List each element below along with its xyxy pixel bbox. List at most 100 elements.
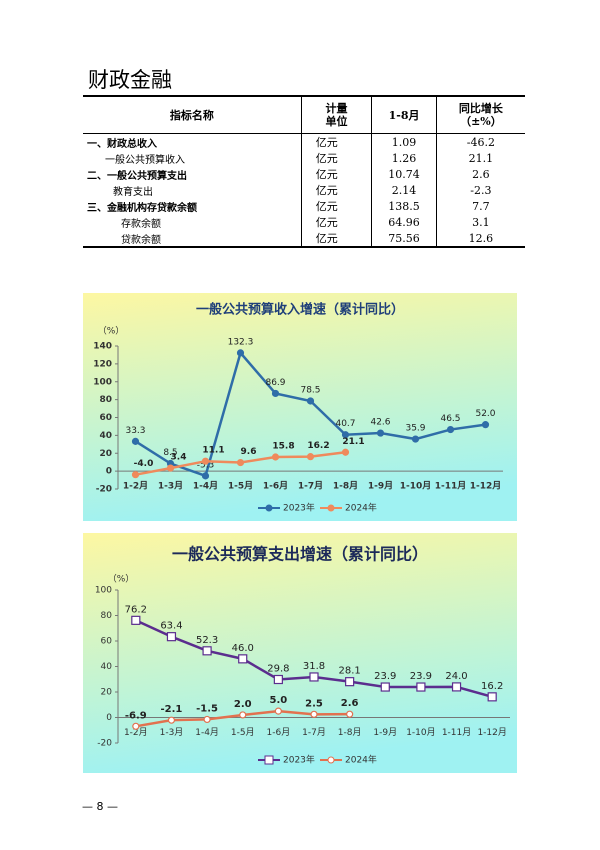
table-cell: 12.6 (435, 230, 525, 248)
x-tick-label: 1-7月 (302, 727, 326, 738)
data-label: 16.2 (481, 681, 503, 692)
data-point (481, 421, 490, 429)
legend-marker (265, 504, 273, 512)
data-point (271, 453, 280, 461)
y-tick-label: 60 (99, 413, 112, 423)
table-cell: 存款余额 (121, 218, 161, 230)
header-cell: 同比增长 （±%） (435, 95, 525, 134)
table-cell: 一般公共预算收入 (105, 154, 185, 166)
data-label: -5.3 (197, 460, 215, 470)
y-tick-label: 20 (99, 449, 112, 459)
table-row: 存款余额 亿元 64.96 3.1 (83, 214, 525, 230)
data-point (306, 397, 315, 405)
data-point (341, 431, 350, 439)
table-cell: 亿元 (300, 230, 372, 248)
data-label: 33.3 (125, 426, 145, 436)
y-tick-label: 60 (101, 637, 113, 647)
data-label: 8.5 (163, 448, 177, 458)
data-point (238, 654, 248, 664)
legend-marker (327, 504, 335, 512)
table-cell: 二、一般公共预算支出 (87, 170, 187, 182)
data-label: 31.8 (303, 661, 325, 672)
header-cell: 1-8月 (371, 95, 437, 134)
table-cell: 教育支出 (113, 186, 153, 198)
data-label: 132.3 (228, 337, 254, 347)
data-label: 2.0 (234, 699, 252, 710)
data-label: 15.8 (272, 442, 294, 452)
data-label: 86.9 (265, 378, 285, 388)
x-tick-label: 1-10月 (406, 727, 435, 738)
data-point (411, 435, 420, 443)
table-cell: 64.96 (371, 214, 437, 230)
table-cell: 1.26 (371, 150, 437, 166)
y-tick-label: 140 (93, 342, 112, 352)
x-tick-label: 1-2月 (124, 727, 148, 738)
y-tick-label: 120 (93, 359, 112, 369)
data-label: 52.0 (475, 409, 495, 419)
header-cell: 计量 单位 (300, 95, 372, 134)
data-label: 11.1 (202, 446, 224, 456)
x-tick-label: 1-12月 (477, 727, 506, 738)
data-point (236, 458, 245, 467)
x-tick-label: 1-2月 (123, 481, 148, 492)
legend-label: 2024年 (345, 754, 377, 766)
table-header: 指标名称 计量 单位 1-8月 同比增长 （±%） (83, 95, 525, 134)
x-tick-label: 1-4月 (193, 481, 218, 492)
data-label: 46.5 (440, 414, 460, 424)
data-label: 23.9 (410, 671, 432, 682)
data-point (132, 722, 140, 730)
data-label: 23.9 (374, 671, 396, 682)
y-tick-label: 80 (99, 395, 112, 405)
data-point (167, 716, 176, 724)
data-point (451, 682, 462, 692)
table-cell: 贷款余额 (83, 230, 302, 248)
table-cell: 亿元 (300, 214, 372, 230)
data-label: 24.0 (445, 671, 467, 682)
data-point (166, 464, 175, 472)
page-number: — 8 — (82, 800, 118, 813)
table-cell: 亿元 (300, 182, 372, 198)
section-title: 财政金融 (88, 68, 172, 92)
data-point (345, 677, 355, 687)
chart-title: 一般公共预算支出增速（累计同比） (172, 545, 428, 564)
y-tick-label: 100 (95, 586, 112, 596)
x-tick-label: 1-11月 (442, 727, 471, 738)
data-point (376, 429, 385, 437)
y-axis-unit: （%） (108, 574, 135, 585)
data-label: -4.0 (134, 459, 154, 469)
x-tick-label: 1-5月 (231, 727, 255, 738)
x-tick-label: 1-6月 (267, 727, 291, 738)
data-table: 指标名称 计量 单位 1-8月 同比增长 （±%） 一、财政总收入 亿元 1.09 -46.… (83, 95, 525, 248)
data-point (309, 672, 319, 682)
y-tick-label: 100 (93, 377, 112, 387)
legend-label: 2024年 (345, 502, 377, 514)
table-row: 贷款余额 亿元 75.56 12.6 (83, 230, 525, 248)
data-label: 40.7 (335, 419, 355, 429)
data-label: -6.9 (125, 710, 147, 721)
data-point (166, 632, 177, 642)
data-point (202, 646, 212, 656)
data-point (236, 349, 245, 357)
y-tick-label: 40 (99, 431, 112, 441)
y-axis-unit: （%） (98, 326, 125, 337)
data-label: 16.2 (307, 441, 329, 451)
x-tick-label: 1-6月 (263, 481, 288, 492)
table-row: 三、金融机构存贷款余额 亿元 138.5 7.7 (83, 198, 525, 214)
table-cell: 138.5 (371, 198, 437, 214)
data-label: 42.6 (370, 418, 390, 428)
chart-background (83, 533, 517, 773)
table-cell: 75.56 (371, 230, 437, 248)
table-cell: 亿元 (300, 166, 372, 182)
y-tick-label: 0 (106, 467, 112, 477)
data-point (131, 615, 141, 625)
data-point (416, 682, 426, 692)
table-row: 教育支出 亿元 2.14 -2.3 (83, 182, 525, 198)
x-tick-label: 1-4月 (195, 727, 219, 738)
chart: 一般公共预算收入增速（累计同比） （%） -20 0 20 40 60 80 100 120 140… (83, 293, 517, 521)
data-label: 78.5 (300, 385, 320, 395)
data-point (131, 471, 140, 479)
x-tick-label: 1-3月 (158, 481, 183, 492)
chart-title: 一般公共预算收入增速（累计同比） (196, 302, 404, 318)
table-cell: 7.7 (435, 198, 525, 214)
x-tick-label: 1-8月 (333, 481, 358, 492)
